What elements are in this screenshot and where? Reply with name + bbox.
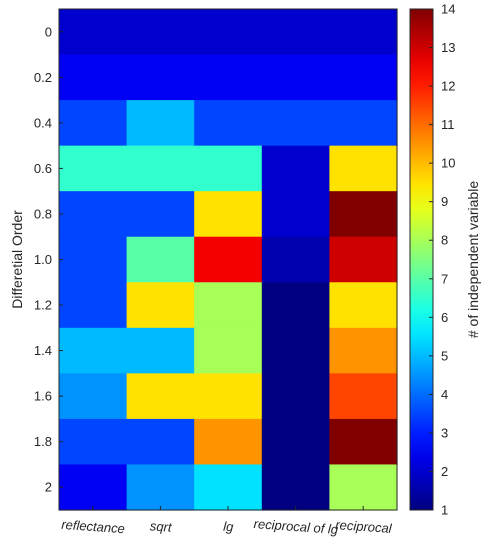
colorbar-tick-label: 14 [441, 2, 455, 17]
colorbar-tick-label: 12 [441, 79, 455, 94]
heatmap-cell [59, 373, 128, 420]
heatmap-cell [59, 54, 128, 101]
heatmap-cell [59, 191, 128, 238]
heatmap-cells [59, 9, 398, 511]
colorbar-title: # of independent variable [465, 181, 481, 338]
heatmap-cell [126, 191, 195, 238]
heatmap-cell [126, 236, 195, 283]
heatmap-cell [126, 9, 195, 56]
heatmap-cell [329, 100, 398, 147]
heatmap-cell [261, 418, 330, 466]
x-tick-label: reflectance [61, 517, 125, 536]
x-tick-label: sqrt [149, 518, 173, 535]
colorbar-tick-label: 1 [441, 503, 448, 518]
heatmap-cell [329, 282, 398, 329]
heatmap-cell [59, 464, 128, 511]
heatmap-cell [194, 236, 263, 283]
heatmap-cell [59, 100, 128, 147]
heatmap-cell [126, 145, 195, 192]
heatmap-cell [329, 9, 398, 56]
heatmap-cell [261, 100, 330, 147]
y-tick-label: 1.8 [34, 434, 52, 449]
colorbar-tick-label: 8 [441, 233, 448, 248]
heatmap-cell [261, 9, 330, 56]
heatmap-cell [59, 236, 128, 283]
y-tick-label: 0 [45, 24, 52, 39]
colorbar-tick-label: 3 [441, 425, 448, 440]
heatmap-cell [126, 327, 195, 374]
heatmap-cell [194, 373, 263, 420]
heatmap-cell [329, 236, 398, 283]
heatmap-cell [194, 100, 263, 147]
y-axis-title: Differetial Order [9, 210, 25, 309]
heatmap-cell [126, 282, 195, 329]
heatmap-cell [194, 54, 263, 101]
y-tick-label: 2 [45, 480, 52, 495]
colorbar-tick-label: 10 [441, 156, 455, 171]
heatmap-cell [329, 373, 398, 420]
y-axis-ticks: 0 0.2 0.4 0.6 0.8 1.0 1.2 1.4 1.6 1.8 2 [34, 24, 63, 495]
heatmap-cell [194, 327, 263, 374]
heatmap-cell [194, 191, 263, 238]
colorbar-tick-label: 13 [441, 40, 455, 55]
heatmap-cell [261, 464, 330, 511]
colorbar-tick-label: 6 [441, 310, 448, 325]
heatmap-cell [329, 418, 398, 466]
heatmap-cell [261, 54, 330, 101]
y-tick-label: 1.2 [34, 298, 52, 313]
heatmap-cell [194, 145, 263, 192]
y-tick-label: 0.6 [34, 161, 52, 176]
heatmap-cell [126, 100, 195, 147]
colorbar-tick-label: 9 [441, 194, 448, 209]
x-tick-label: reciprocal of lg [253, 516, 339, 537]
heatmap-cell [329, 327, 398, 374]
colorbar-tick-label: 2 [441, 464, 448, 479]
heatmap-cell [261, 373, 330, 420]
y-tick-label: 1.4 [34, 343, 52, 358]
heatmap-cell [59, 418, 128, 466]
y-tick-label: 0.2 [34, 70, 52, 85]
colorbar-tick-label: 4 [441, 387, 448, 402]
heatmap-cell [261, 191, 330, 238]
heatmap-cell [329, 191, 398, 238]
colorbar [409, 8, 434, 511]
y-tick-label: 1.0 [34, 252, 52, 267]
colorbar-tick-label: 7 [441, 271, 448, 286]
x-axis-ticks: reflectance sqrt lg reciprocal of lgrecipro… [61, 506, 393, 537]
y-tick-label: 1.6 [34, 389, 52, 404]
colorbar-tick-label: 11 [441, 117, 455, 132]
heatmap-cell [261, 236, 330, 283]
heatmap-cell [59, 327, 128, 374]
heatmap-cell [59, 9, 128, 56]
y-tick-label: 0.4 [34, 115, 52, 130]
heatmap-cell [329, 54, 398, 101]
heatmap-cell [261, 145, 330, 192]
heatmap-cell [126, 373, 195, 420]
heatmap-cell [261, 327, 330, 374]
heatmap-cell [59, 282, 128, 329]
x-tick-label: reciprocal [335, 517, 393, 536]
heatmap-cell [194, 9, 263, 56]
colorbar-tick-label: 5 [441, 348, 448, 363]
heatmap-cell [126, 464, 195, 511]
y-tick-label: 0.8 [34, 206, 52, 221]
heatmap-cell [194, 418, 263, 466]
heatmap-cell [329, 145, 398, 192]
heatmap-cell [59, 145, 128, 192]
heatmap-cell [126, 418, 195, 466]
heatmap-cell [329, 464, 398, 511]
heatmap-cell [261, 282, 330, 329]
x-tick-label: lg [223, 519, 235, 535]
heatmap-cell [126, 54, 195, 101]
heatmap-cell [194, 282, 263, 329]
heatmap-cell [194, 464, 263, 511]
